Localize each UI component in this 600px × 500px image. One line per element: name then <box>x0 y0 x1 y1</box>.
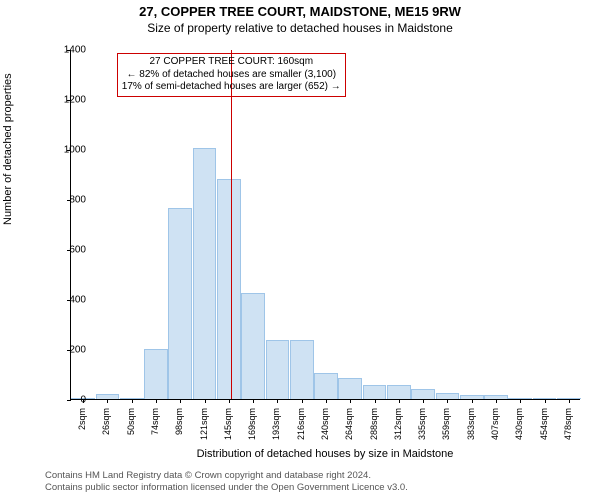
title-sub: Size of property relative to detached ho… <box>0 21 600 35</box>
bar <box>338 378 362 399</box>
bar <box>168 208 192 399</box>
x-tick-mark <box>375 399 376 403</box>
x-tick-mark <box>496 399 497 403</box>
x-tick-label: 50sqm <box>126 408 136 448</box>
x-tick-mark <box>205 399 206 403</box>
x-tick-mark <box>447 399 448 403</box>
bar <box>314 373 338 399</box>
x-tick-label: 26sqm <box>101 408 111 448</box>
bar <box>144 349 168 399</box>
annotation-line: ← 82% of detached houses are smaller (3,… <box>122 69 341 82</box>
x-tick-mark <box>229 399 230 403</box>
x-tick-mark <box>520 399 521 403</box>
x-tick-mark <box>399 399 400 403</box>
x-tick-label: 193sqm <box>271 408 281 448</box>
bar <box>241 293 265 399</box>
x-tick-label: 430sqm <box>514 408 524 448</box>
x-tick-label: 335sqm <box>417 408 427 448</box>
x-tick-mark <box>569 399 570 403</box>
x-tick-label: 359sqm <box>441 408 451 448</box>
bar <box>217 179 241 399</box>
title-main: 27, COPPER TREE COURT, MAIDSTONE, ME15 9… <box>0 4 600 19</box>
x-tick-label: 383sqm <box>466 408 476 448</box>
x-tick-mark <box>350 399 351 403</box>
x-tick-label: 145sqm <box>223 408 233 448</box>
x-tick-mark <box>253 399 254 403</box>
x-tick-label: 216sqm <box>296 408 306 448</box>
x-tick-label: 407sqm <box>490 408 500 448</box>
annotation-line: 17% of semi-detached houses are larger (… <box>122 81 341 94</box>
bar <box>290 340 314 399</box>
y-tick-label: 600 <box>46 245 86 256</box>
plot-area: 27 COPPER TREE COURT: 160sqm← 82% of det… <box>70 50 580 400</box>
x-tick-mark <box>180 399 181 403</box>
x-tick-mark <box>107 399 108 403</box>
y-tick-label: 400 <box>46 295 86 306</box>
x-tick-mark <box>277 399 278 403</box>
bar <box>193 148 217 399</box>
x-tick-label: 288sqm <box>369 408 379 448</box>
x-tick-mark <box>545 399 546 403</box>
x-tick-label: 98sqm <box>174 408 184 448</box>
y-tick-label: 1200 <box>46 95 86 106</box>
bar <box>411 389 435 399</box>
footer-line-1: Contains HM Land Registry data © Crown c… <box>45 470 555 482</box>
reference-line <box>231 50 232 399</box>
x-tick-label: 169sqm <box>247 408 257 448</box>
x-tick-label: 121sqm <box>199 408 209 448</box>
y-tick-label: 1000 <box>46 145 86 156</box>
x-tick-label: 454sqm <box>539 408 549 448</box>
x-tick-mark <box>326 399 327 403</box>
x-tick-label: 2sqm <box>77 408 87 448</box>
y-tick-label: 1400 <box>46 45 86 56</box>
x-tick-mark <box>156 399 157 403</box>
footer-line-2: Contains public sector information licen… <box>45 482 555 494</box>
bar <box>363 385 387 399</box>
bar <box>387 385 411 399</box>
bar <box>266 340 290 399</box>
annotation-line: 27 COPPER TREE COURT: 160sqm <box>122 56 341 69</box>
y-tick-label: 200 <box>46 345 86 356</box>
annotation-box: 27 COPPER TREE COURT: 160sqm← 82% of det… <box>117 53 346 97</box>
x-tick-mark <box>132 399 133 403</box>
y-tick-label: 0 <box>46 395 86 406</box>
x-axis-label: Distribution of detached houses by size … <box>70 448 580 460</box>
y-axis-label: Number of detached properties <box>2 73 14 225</box>
x-tick-label: 74sqm <box>150 408 160 448</box>
x-tick-label: 478sqm <box>563 408 573 448</box>
x-tick-mark <box>472 399 473 403</box>
x-tick-label: 264sqm <box>344 408 354 448</box>
x-tick-label: 312sqm <box>393 408 403 448</box>
x-tick-mark <box>423 399 424 403</box>
x-tick-label: 240sqm <box>320 408 330 448</box>
footer-attribution: Contains HM Land Registry data © Crown c… <box>45 470 555 494</box>
y-tick-label: 800 <box>46 195 86 206</box>
x-tick-mark <box>302 399 303 403</box>
